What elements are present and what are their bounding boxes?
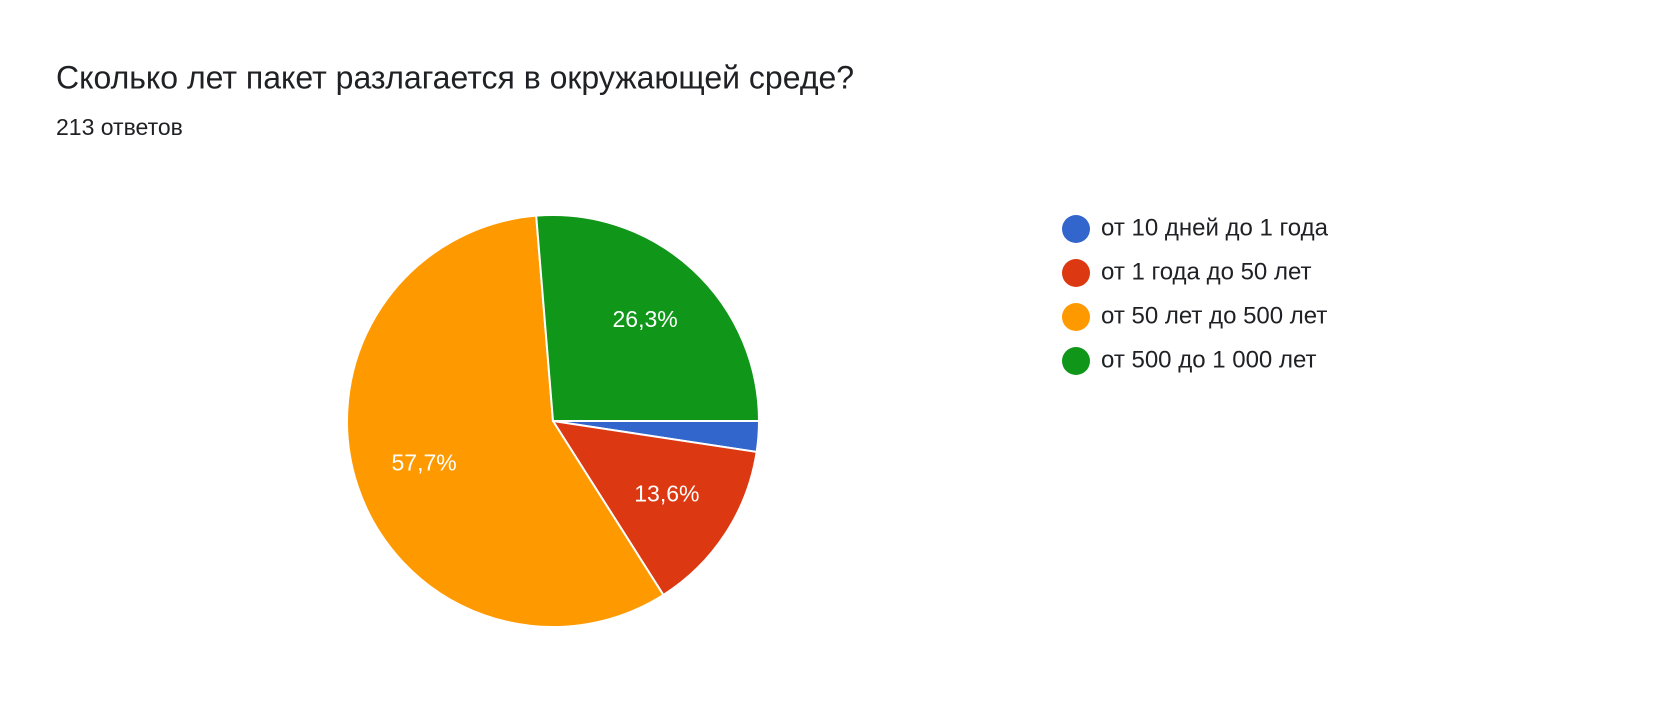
legend-label: от 1 года до 50 лет <box>1101 258 1312 285</box>
slice-label: 26,3% <box>613 306 678 332</box>
legend-label: от 50 лет до 500 лет <box>1101 302 1327 329</box>
chart-subtitle: 213 ответов <box>56 114 183 140</box>
pie-slice <box>550 419 758 597</box>
pie-slice <box>346 214 665 628</box>
legend-label: от 500 до 1 000 лет <box>1101 346 1316 373</box>
legend-marker <box>1062 215 1090 243</box>
slice-label: 13,6% <box>634 480 699 506</box>
legend-label: от 10 дней до 1 года <box>1101 214 1329 241</box>
legend-marker <box>1062 347 1090 375</box>
legend-marker <box>1062 259 1090 287</box>
pie-slice <box>535 214 761 422</box>
slice-label: 57,7% <box>391 449 456 475</box>
chart-title: Сколько лет пакет разлагается в окружающ… <box>56 59 854 95</box>
legend-marker <box>1062 303 1090 331</box>
